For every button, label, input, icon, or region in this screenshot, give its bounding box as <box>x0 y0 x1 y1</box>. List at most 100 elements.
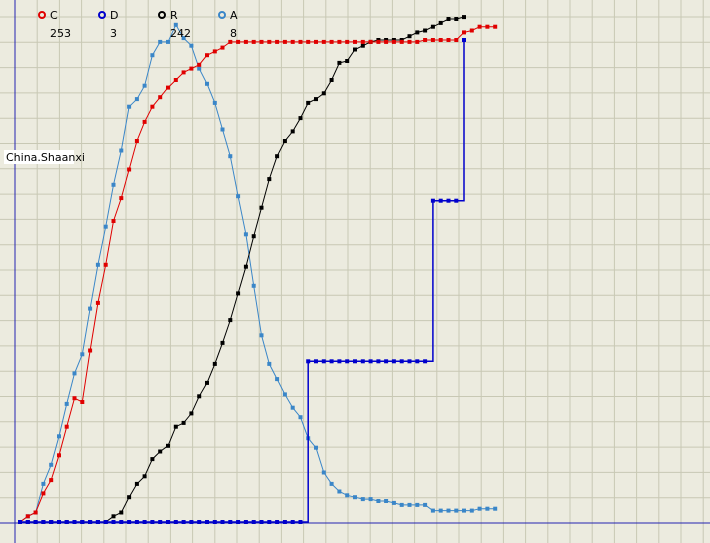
series-point-r-42 <box>345 59 350 63</box>
series-point-r-30 <box>251 234 256 239</box>
series-point-r-20 <box>173 424 178 429</box>
legend-item-c: C 253 <box>38 9 71 40</box>
series-point-a-4 <box>49 462 54 467</box>
series-point-d-53 <box>430 198 435 203</box>
series-point-d-42 <box>345 359 350 364</box>
series-point-d-40 <box>329 359 334 364</box>
legend-marker-r <box>158 11 166 19</box>
series-point-r-37 <box>306 100 311 105</box>
series-point-d-10 <box>95 520 100 524</box>
series-point-d-8 <box>80 520 85 524</box>
series-point-r-53 <box>430 24 435 29</box>
series-point-a-17 <box>150 53 155 58</box>
legend-label-c: C <box>50 9 58 22</box>
series-point-d-48 <box>391 359 396 364</box>
series-point-c-54 <box>438 38 443 42</box>
series-point-d-39 <box>321 359 326 364</box>
series-point-a-16 <box>142 83 147 88</box>
series-point-a-12 <box>111 182 116 187</box>
series-point-c-52 <box>423 38 428 42</box>
series-point-c-4 <box>49 478 54 483</box>
series-point-r-39 <box>321 91 326 96</box>
series-point-a-14 <box>127 104 132 109</box>
series-point-c-8 <box>80 400 85 404</box>
series-point-c-36 <box>298 39 303 44</box>
series-point-c-56 <box>454 38 459 42</box>
series-point-d-28 <box>236 520 241 524</box>
series-point-a-41 <box>337 489 342 494</box>
series-point-c-37 <box>306 39 311 44</box>
series-point-c-50 <box>407 39 412 44</box>
series-point-a-51 <box>415 502 420 507</box>
series-point-r-34 <box>282 139 287 143</box>
series-point-a-11 <box>103 224 108 229</box>
series-point-r-33 <box>275 154 280 159</box>
series-point-r-32 <box>267 177 272 182</box>
legend-marker-c <box>38 11 46 19</box>
series-point-a-29 <box>243 232 248 237</box>
series-point-r-26 <box>220 340 225 345</box>
series-point-d-31 <box>259 520 264 524</box>
series-point-r-51 <box>415 30 420 35</box>
series-point-d-2 <box>33 520 38 524</box>
series-point-d-26 <box>220 520 225 524</box>
legend-item-d: D 3 <box>98 9 118 40</box>
series-point-d-0 <box>18 520 22 524</box>
series-point-d-38 <box>314 359 318 364</box>
series-point-r-31 <box>259 205 264 210</box>
series-point-d-1 <box>25 520 30 524</box>
series-point-r-18 <box>158 449 163 454</box>
series-point-a-42 <box>345 493 350 498</box>
series-point-d-23 <box>197 520 202 524</box>
series-point-d-49 <box>399 359 404 364</box>
series-point-c-7 <box>72 396 77 401</box>
series-point-d-32 <box>267 520 272 524</box>
legend-marker-a <box>218 11 226 19</box>
series-point-r-55 <box>446 17 451 21</box>
series-point-a-23 <box>197 66 202 71</box>
series-point-c-2 <box>33 510 38 515</box>
series-point-r-22 <box>189 411 194 416</box>
series-point-r-16 <box>142 474 147 479</box>
series-point-r-12 <box>111 514 116 519</box>
series-point-c-15 <box>134 139 139 143</box>
series-point-a-32 <box>267 361 272 366</box>
series-point-r-13 <box>119 510 124 515</box>
series-point-a-36 <box>298 415 303 420</box>
series-point-r-54 <box>438 20 443 25</box>
series-point-c-61 <box>493 24 498 29</box>
series-point-c-57 <box>462 30 466 35</box>
series-point-a-24 <box>205 81 209 86</box>
series-point-d-7 <box>72 520 77 524</box>
series-d <box>18 38 466 524</box>
series-point-a-39 <box>321 470 326 475</box>
series-point-c-32 <box>267 39 272 44</box>
series-point-c-45 <box>368 39 373 44</box>
series-point-a-61 <box>493 506 498 511</box>
series-point-r-57 <box>462 15 466 20</box>
series-point-d-44 <box>360 359 365 364</box>
series-point-r-56 <box>454 17 459 21</box>
region-label-box: China.Shaanxi <box>4 150 85 164</box>
series-point-c-26 <box>220 45 225 50</box>
series-point-a-57 <box>462 508 466 513</box>
series-point-c-55 <box>446 38 451 42</box>
series-point-c-17 <box>150 104 155 109</box>
series-point-d-3 <box>41 520 46 524</box>
series-point-r-23 <box>197 394 202 399</box>
series-point-d-52 <box>423 359 428 364</box>
series-point-a-10 <box>95 262 100 267</box>
series-point-c-47 <box>384 39 389 44</box>
series-point-d-43 <box>353 359 357 364</box>
series-point-c-58 <box>469 28 474 33</box>
series-point-d-15 <box>134 520 139 524</box>
series-point-c-59 <box>477 24 482 29</box>
series-point-d-51 <box>415 359 420 364</box>
series-point-a-20 <box>173 22 178 27</box>
series-point-a-31 <box>259 333 264 338</box>
series-point-d-24 <box>205 520 209 524</box>
legend-label-r: R <box>170 9 178 22</box>
series-point-c-40 <box>329 39 334 44</box>
